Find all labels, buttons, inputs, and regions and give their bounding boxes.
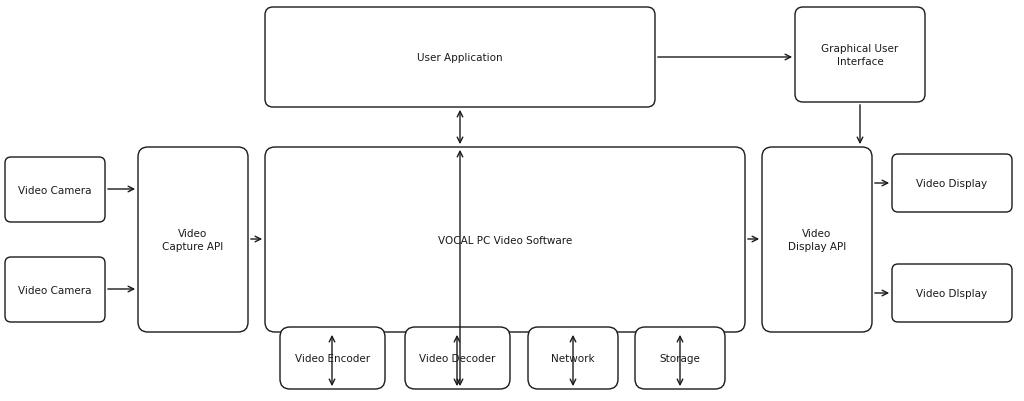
FancyBboxPatch shape: [265, 8, 655, 108]
Text: Video Encoder: Video Encoder: [295, 353, 370, 363]
FancyBboxPatch shape: [265, 148, 745, 332]
FancyBboxPatch shape: [795, 8, 925, 103]
FancyBboxPatch shape: [892, 155, 1012, 213]
FancyBboxPatch shape: [280, 327, 385, 389]
FancyBboxPatch shape: [762, 148, 872, 332]
FancyBboxPatch shape: [635, 327, 725, 389]
Text: Video Display: Video Display: [916, 178, 987, 188]
Text: Network: Network: [551, 353, 595, 363]
Text: Video Camera: Video Camera: [18, 185, 92, 195]
Text: Video Decoder: Video Decoder: [419, 353, 496, 363]
Text: Video Camera: Video Camera: [18, 285, 92, 295]
Text: Video DIsplay: Video DIsplay: [916, 288, 987, 298]
Text: Storage: Storage: [659, 353, 700, 363]
FancyBboxPatch shape: [528, 327, 618, 389]
Text: Graphical User
Interface: Graphical User Interface: [821, 44, 899, 67]
Text: Video
Capture API: Video Capture API: [163, 228, 223, 251]
FancyBboxPatch shape: [5, 158, 105, 223]
FancyBboxPatch shape: [5, 257, 105, 322]
Text: User Application: User Application: [417, 53, 503, 63]
FancyBboxPatch shape: [892, 264, 1012, 322]
Text: Video
Display API: Video Display API: [787, 228, 846, 251]
Text: VOCAL PC Video Software: VOCAL PC Video Software: [438, 235, 572, 245]
FancyBboxPatch shape: [406, 327, 510, 389]
FancyBboxPatch shape: [138, 148, 248, 332]
